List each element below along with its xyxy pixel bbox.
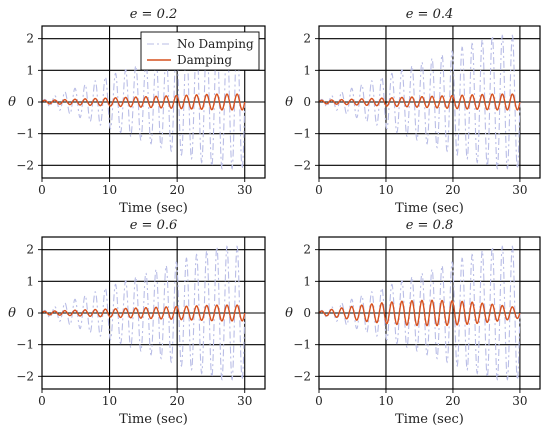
chart-panel-3: [38, 236, 266, 393]
x-tick-label: 10: [102, 183, 117, 197]
series-line-damping: [41, 93, 246, 111]
x-tick-label: 30: [512, 183, 527, 197]
y-tick-label: 0: [303, 306, 311, 320]
y-tick-label: 0: [26, 306, 34, 320]
x-tick-label: 0: [315, 183, 323, 197]
chart-title: e = 0.8: [406, 218, 454, 233]
y-axis-label: θ: [285, 95, 293, 110]
y-axis-label: θ: [8, 95, 16, 110]
x-tick-label: 20: [445, 394, 460, 408]
series-line-damping: [318, 299, 521, 327]
y-tick-label: −2: [16, 158, 34, 172]
series-line-no-damping: [318, 245, 521, 381]
legend-entry-label: No Damping: [177, 37, 254, 51]
x-tick-label: 20: [170, 394, 185, 408]
x-axis-label: Time (sec): [395, 201, 464, 216]
y-tick-label: 2: [26, 32, 34, 46]
chart-title: e = 0.4: [406, 7, 454, 22]
y-tick-label: 0: [303, 95, 311, 109]
x-tick-label: 30: [512, 394, 527, 408]
x-axis-label: Time (sec): [395, 412, 464, 427]
x-tick-label: 30: [237, 183, 252, 197]
x-tick-label: 20: [445, 183, 460, 197]
series-line-no-damping: [318, 34, 521, 170]
chart-title: e = 0.6: [130, 218, 178, 233]
y-tick-label: −1: [16, 127, 34, 141]
x-tick-label: 0: [38, 394, 46, 408]
y-axis-label: θ: [8, 306, 16, 321]
y-tick-label: 2: [303, 243, 311, 257]
y-tick-label: −2: [293, 158, 311, 172]
series-line-damping: [318, 93, 521, 111]
y-tick-label: 1: [26, 274, 34, 288]
legend-box: [140, 31, 260, 71]
x-axis-label: Time (sec): [119, 412, 188, 427]
chart-panel-4: [315, 236, 541, 393]
y-tick-label: −2: [293, 369, 311, 383]
y-tick-label: −1: [16, 338, 34, 352]
chart-panel-1: [38, 25, 266, 182]
chart-title: e = 0.2: [130, 7, 178, 22]
y-tick-label: 2: [26, 243, 34, 257]
x-axis-label: Time (sec): [119, 201, 188, 216]
series-line-damping: [41, 304, 246, 322]
y-tick-label: 2: [303, 32, 311, 46]
legend-entry-label: Damping: [177, 53, 232, 67]
legend: [140, 31, 260, 71]
y-tick-label: 0: [26, 95, 34, 109]
x-tick-label: 10: [378, 183, 393, 197]
x-tick-label: 30: [237, 394, 252, 408]
y-tick-label: 1: [303, 274, 311, 288]
y-tick-label: −2: [16, 369, 34, 383]
x-tick-label: 0: [315, 394, 323, 408]
y-axis-label: θ: [285, 306, 293, 321]
y-tick-label: −1: [293, 338, 311, 352]
x-tick-label: 0: [38, 183, 46, 197]
x-tick-label: 20: [170, 183, 185, 197]
y-tick-label: 1: [303, 63, 311, 77]
chart-panel-2: [315, 25, 541, 182]
y-tick-label: −1: [293, 127, 311, 141]
x-tick-label: 10: [102, 394, 117, 408]
y-tick-label: 1: [26, 63, 34, 77]
x-tick-label: 10: [378, 394, 393, 408]
